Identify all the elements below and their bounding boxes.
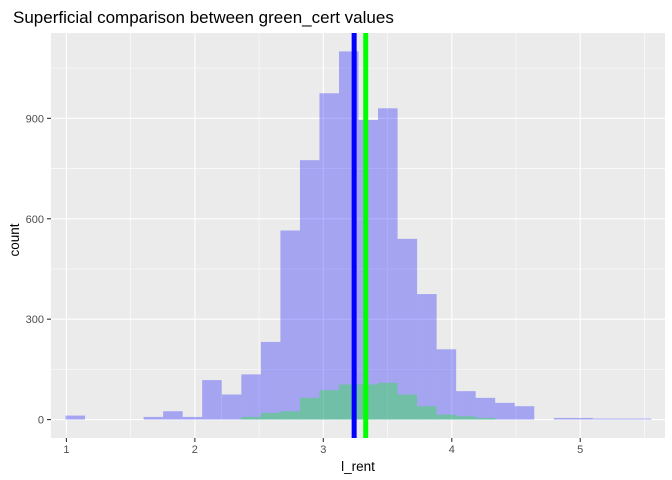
y-axis-title: count [7, 223, 22, 256]
histogram-bar [592, 418, 613, 420]
histogram-bar [65, 415, 86, 420]
histogram-bar [378, 382, 398, 420]
x-axis-title: l_rent [341, 459, 375, 474]
histogram-bar [612, 418, 632, 420]
histogram-bar [143, 416, 164, 420]
histogram-bar [397, 394, 418, 420]
histogram-bar [280, 411, 300, 420]
plot-panel [51, 33, 665, 438]
histogram-bar [221, 394, 242, 420]
histogram-bar [358, 120, 379, 420]
histogram-bar [631, 418, 652, 420]
histogram-bar [202, 380, 222, 420]
x-tick-label: 4 [449, 444, 455, 456]
histogram-bar [495, 402, 515, 420]
histogram-bar [573, 417, 593, 420]
x-tick-label: 3 [320, 444, 326, 456]
histogram-bar [436, 349, 457, 420]
minor-gridlines [51, 33, 665, 438]
histogram-bar [260, 341, 281, 420]
histogram-bar [182, 416, 203, 420]
histogram-bar [299, 397, 320, 420]
histogram-bar [514, 406, 535, 420]
chart-title: Superficial comparison between green_cer… [13, 8, 394, 27]
histogram-bar [456, 416, 476, 420]
histogram-bar [475, 397, 496, 420]
histogram-bar [163, 411, 183, 420]
major-gridlines [51, 33, 665, 438]
y-tick-label: 600 [26, 214, 44, 226]
histogram-bar [319, 93, 339, 420]
histogram-bar [241, 416, 261, 420]
histogram-bar [475, 417, 496, 420]
histogram-bar [358, 384, 379, 420]
histogram-bar [417, 406, 437, 420]
histogram-bar [299, 160, 320, 420]
histogram-bar [417, 294, 437, 420]
histogram-bar [241, 374, 261, 420]
mean-lines [351, 33, 369, 438]
y-tick-label: 0 [38, 415, 44, 427]
y-axis: 0 300 600 900 [26, 113, 51, 427]
x-tick-label: 1 [63, 444, 69, 456]
histogram-bar [553, 417, 574, 420]
histogram-bar [319, 390, 339, 420]
histogram-bar [280, 230, 300, 420]
histogram-bar [378, 108, 398, 420]
x-tick-label: 2 [192, 444, 198, 456]
histogram-bar [260, 412, 281, 420]
histogram-bar [456, 391, 476, 420]
x-axis: 1 2 3 4 5 [63, 438, 583, 456]
histogram-bar [397, 238, 418, 420]
x-tick-label: 5 [577, 444, 583, 456]
y-tick-label: 900 [26, 113, 44, 125]
y-tick-label: 300 [26, 314, 44, 326]
histogram-bar [436, 414, 457, 420]
